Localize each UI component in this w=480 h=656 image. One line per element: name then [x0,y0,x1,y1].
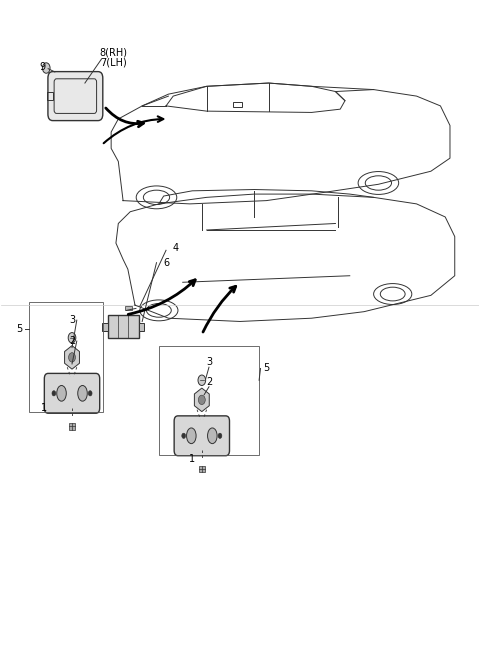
FancyBboxPatch shape [48,72,103,121]
Circle shape [88,391,92,396]
Text: 9: 9 [40,62,46,72]
Text: 4: 4 [172,243,179,253]
Bar [124,306,132,310]
Ellipse shape [187,428,196,443]
Bar [199,466,204,472]
Text: 1: 1 [41,403,48,413]
Text: 5: 5 [263,363,269,373]
Text: 1: 1 [189,454,195,464]
FancyBboxPatch shape [44,373,100,413]
Text: 2: 2 [206,377,212,386]
Circle shape [42,63,50,73]
Text: 3: 3 [206,357,212,367]
Bar [139,323,144,331]
Polygon shape [194,388,209,411]
Bar [102,323,108,331]
Circle shape [198,375,205,386]
Ellipse shape [57,386,66,401]
Bar [108,316,139,338]
Circle shape [218,433,222,438]
Text: 3: 3 [69,315,75,325]
Bar [233,102,242,107]
Bar [47,92,53,100]
Circle shape [198,395,205,405]
Ellipse shape [78,386,87,401]
Bar [29,302,103,411]
Circle shape [182,433,186,438]
Circle shape [68,333,76,343]
Text: 6: 6 [163,258,169,268]
Text: 7(LH): 7(LH) [100,58,127,68]
Ellipse shape [207,428,217,443]
Bar [69,423,75,430]
Text: 8(RH): 8(RH) [99,47,128,57]
Circle shape [52,391,56,396]
Polygon shape [65,346,80,369]
Text: 5: 5 [16,324,23,335]
Bar [159,346,259,455]
Circle shape [69,353,75,362]
FancyBboxPatch shape [174,416,229,456]
Text: 2: 2 [69,336,75,346]
